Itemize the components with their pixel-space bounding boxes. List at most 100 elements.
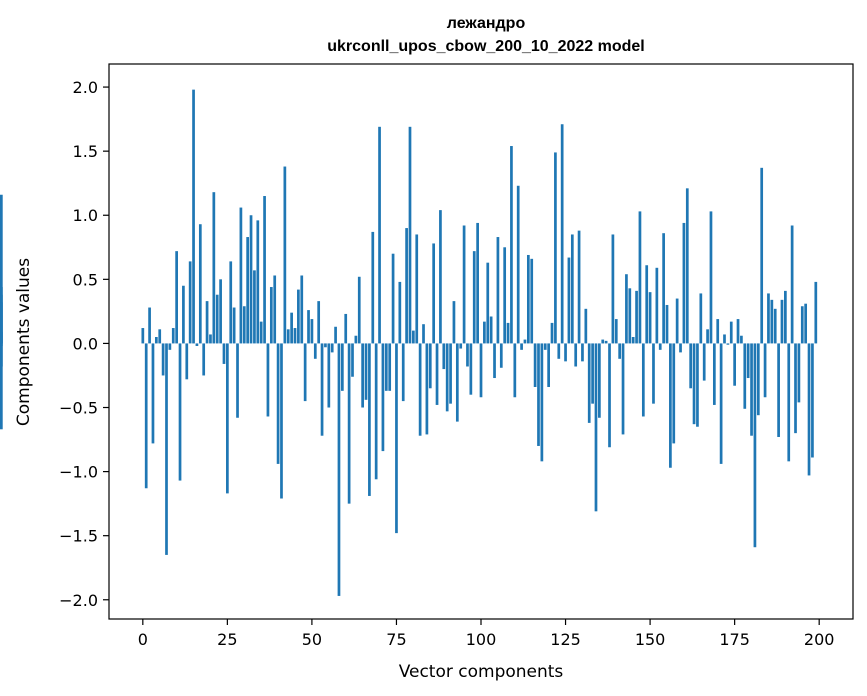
bar	[594, 343, 598, 512]
bar	[239, 207, 243, 344]
bar	[266, 343, 270, 417]
bar	[682, 222, 686, 344]
bar	[790, 225, 794, 344]
bar	[800, 306, 804, 344]
bar	[303, 343, 307, 402]
bar	[253, 270, 256, 344]
bar	[293, 328, 297, 344]
bar	[212, 192, 216, 344]
bar	[733, 343, 736, 386]
bar	[625, 274, 628, 344]
bar	[226, 343, 229, 494]
x-tick-label: 0	[138, 630, 148, 649]
bar	[469, 343, 473, 395]
bar	[621, 343, 625, 435]
bar	[297, 289, 300, 344]
bar	[324, 343, 327, 348]
bar	[462, 225, 466, 344]
bar	[283, 166, 287, 344]
bar	[598, 343, 601, 418]
bar	[618, 343, 622, 359]
x-tick-label: 125	[550, 630, 581, 649]
bar	[0, 302, 3, 344]
bar	[273, 275, 277, 344]
bar	[631, 337, 635, 344]
bar	[699, 293, 703, 344]
bar	[523, 339, 527, 344]
y-tick-label: −1.0	[59, 463, 98, 482]
bar	[472, 251, 476, 344]
bar	[750, 343, 753, 436]
bar	[192, 89, 195, 344]
bar	[570, 234, 574, 344]
bar	[591, 343, 594, 404]
bar	[320, 343, 324, 436]
bar	[398, 281, 402, 344]
bar	[655, 267, 659, 344]
bar	[483, 321, 486, 344]
bar	[290, 312, 293, 344]
bar	[476, 222, 479, 344]
bar	[195, 343, 199, 346]
bar	[530, 258, 534, 344]
bar	[391, 253, 395, 344]
bar	[310, 319, 314, 344]
bar	[364, 343, 368, 400]
bar	[418, 343, 422, 436]
bar	[614, 319, 618, 344]
bar	[696, 343, 699, 427]
bar	[269, 287, 273, 344]
bar	[378, 126, 381, 344]
bar	[449, 343, 452, 404]
bar	[496, 237, 500, 344]
bar	[337, 343, 341, 596]
y-tick-label: 0.5	[73, 270, 98, 289]
chart-title: лежандро	[447, 15, 526, 32]
bar	[770, 299, 774, 344]
bar	[144, 343, 148, 489]
bar	[354, 335, 358, 344]
bar	[719, 343, 723, 464]
bar	[689, 343, 693, 389]
bar	[780, 299, 784, 344]
bar	[280, 343, 283, 499]
y-tick-label: 2.0	[73, 78, 98, 97]
bar	[188, 261, 192, 344]
bar	[489, 316, 493, 344]
bar	[709, 211, 713, 344]
bar	[611, 234, 615, 344]
bar	[658, 343, 662, 350]
bar	[442, 343, 446, 370]
bar	[455, 343, 459, 422]
bar	[608, 343, 611, 448]
bar	[503, 247, 507, 344]
x-tick-label: 50	[302, 630, 322, 649]
bar	[185, 343, 189, 380]
bar	[537, 343, 540, 446]
bar	[756, 343, 760, 416]
bar	[811, 343, 814, 458]
bar	[334, 326, 337, 344]
x-tick-label: 100	[466, 630, 497, 649]
chart-subtitle: ukrconll_upos_cbow_200_10_2022 model	[327, 38, 644, 55]
y-tick-label: −2.0	[59, 591, 98, 610]
bar	[797, 343, 801, 403]
bar	[236, 343, 239, 418]
bar	[141, 328, 145, 344]
bar	[736, 319, 740, 344]
bar	[256, 220, 260, 344]
bar	[743, 343, 747, 409]
bar	[604, 340, 608, 344]
y-axis-label: Components values	[14, 258, 34, 426]
bar	[567, 257, 571, 344]
bar	[807, 343, 811, 476]
bar	[263, 196, 266, 344]
bar	[723, 334, 726, 344]
bar	[787, 343, 791, 462]
x-tick-label: 25	[217, 630, 237, 649]
y-tick-label: 1.5	[73, 142, 98, 161]
bar	[242, 306, 246, 344]
bar	[645, 265, 649, 344]
bar	[746, 343, 750, 379]
x-axis-label: Vector components	[399, 662, 564, 682]
